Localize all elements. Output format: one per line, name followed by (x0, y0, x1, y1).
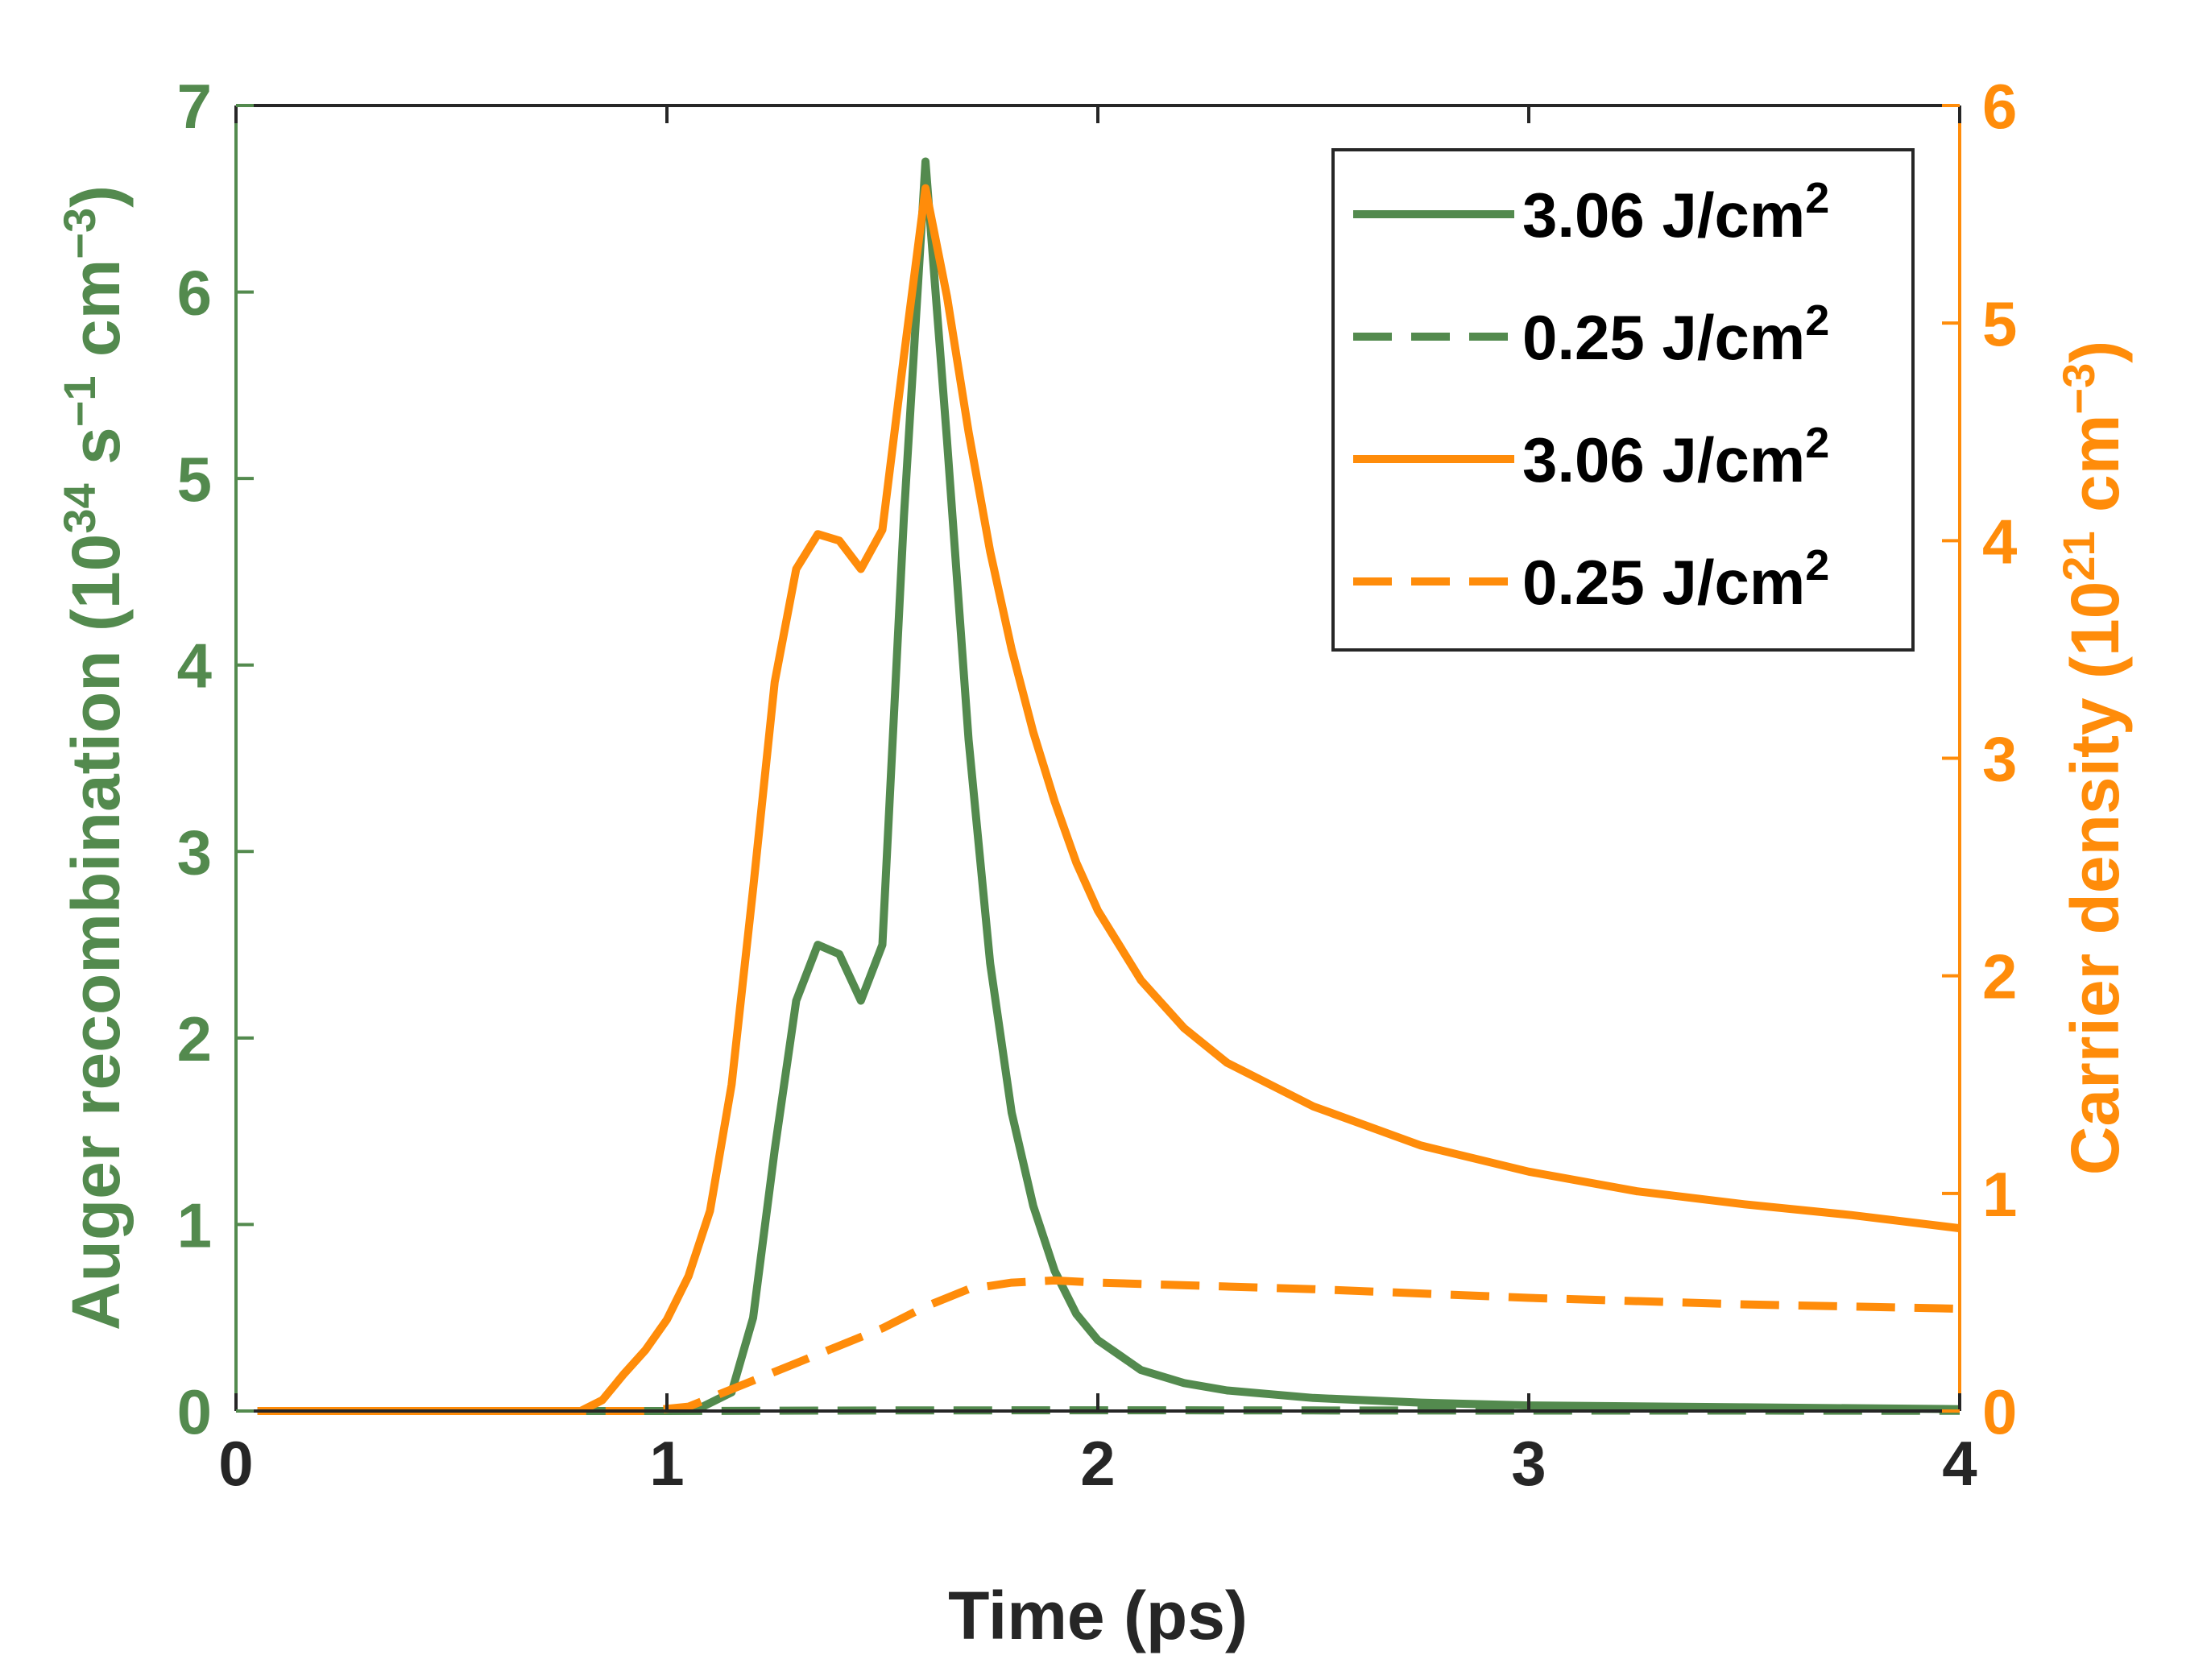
y-left-tick-label: 3 (177, 817, 212, 888)
y-right-tick-label: 3 (1982, 724, 2017, 795)
y-left-tick-label: 4 (177, 631, 212, 701)
y-left-tick-label: 1 (177, 1190, 212, 1260)
x-tick-label: 3 (1511, 1428, 1546, 1499)
legend-label-orange-solid: 3.06 J/cm2 (1522, 419, 1829, 495)
legend-label-green-solid: 3.06 J/cm2 (1522, 174, 1829, 250)
y-right-tick-label: 0 (1982, 1376, 2017, 1447)
y-right-tick-label: 2 (1982, 941, 2017, 1012)
x-tick-label: 0 (218, 1428, 253, 1499)
x-tick-label: 2 (1080, 1428, 1115, 1499)
y-left-tick-label: 2 (177, 1003, 212, 1074)
y-right-tick-label: 5 (1982, 288, 2017, 359)
y-right-tick-label: 1 (1982, 1159, 2017, 1230)
x-tick-label: 1 (649, 1428, 684, 1499)
x-axis-title: Time (ps) (948, 1578, 1248, 1653)
series-line-right-solid (257, 184, 1961, 1415)
x-tick-label: 4 (1942, 1428, 1977, 1499)
y-right-tick-label: 4 (1982, 506, 2017, 577)
legend-box (1331, 148, 1915, 652)
legend-label-orange-dashed: 0.25 J/cm2 (1522, 541, 1829, 618)
series-line-left-solid (257, 157, 1961, 1415)
legend: 3.06 J/cm2 0.25 J/cm2 3.06 J/cm2 0.25 J/… (1331, 148, 1915, 652)
y-left-tick-label: 5 (177, 444, 212, 515)
y-left-axis-title: Auger recombination (1034 s−1 cm−3) (54, 185, 134, 1330)
y-right-tick-label: 6 (1982, 71, 2017, 142)
y-left-tick-label: 7 (177, 71, 212, 142)
y-left-tick-label: 6 (177, 258, 212, 329)
legend-label-green-dashed: 0.25 J/cm2 (1522, 296, 1829, 373)
y-left-tick-label: 0 (177, 1376, 212, 1447)
y-right-axis-title: Carrier density (1021 cm−3) (2053, 341, 2133, 1176)
